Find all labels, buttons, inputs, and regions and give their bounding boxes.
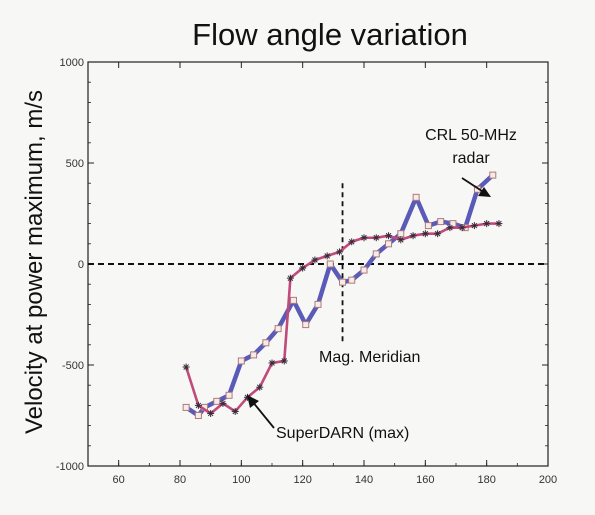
crl-arrow: [461, 177, 491, 197]
data-point-square: [262, 339, 270, 347]
x-tick-label: 140: [355, 474, 373, 486]
data-point-square: [348, 276, 356, 284]
data-point-square: [225, 391, 233, 399]
data-point-square: [339, 278, 347, 286]
y-tick-label: -1000: [56, 461, 84, 473]
data-point-square: [289, 296, 297, 304]
data-point-star: [311, 256, 319, 264]
data-point-star: [323, 252, 331, 260]
data-point-square: [274, 325, 282, 333]
data-point-star: [483, 220, 491, 228]
data-point-square: [237, 357, 245, 365]
data-point-star: [219, 399, 227, 407]
data-point-star: [280, 357, 288, 365]
data-point-star: [495, 220, 503, 228]
y-axis-label: Velocity at power maximum, m/s: [21, 90, 48, 434]
axis-ticks: 60 80 100 120 140 160 180 200 1000 500 0 -500 -1000: [56, 57, 557, 486]
data-point-star: [231, 407, 239, 415]
data-point-star: [194, 401, 202, 409]
data-point-star: [458, 224, 466, 232]
data-point-square: [326, 260, 334, 268]
data-point-square: [302, 321, 310, 329]
data-point-star: [385, 232, 393, 240]
data-point-star: [335, 248, 343, 256]
data-point-square: [194, 412, 202, 419]
data-point-star: [372, 234, 380, 242]
superdarn-arrow: [247, 395, 275, 429]
crl-label-line1: CRL 50-MHz: [425, 127, 517, 144]
data-point-star: [421, 230, 429, 238]
series-line: [184, 173, 495, 418]
data-point-star: [348, 238, 356, 246]
data-point-star: [470, 222, 478, 230]
data-point-star: [397, 236, 405, 244]
data-point-square: [213, 397, 221, 405]
y-tick-label: -500: [62, 360, 84, 372]
data-point-square: [449, 220, 457, 228]
x-tick-label: 160: [416, 474, 434, 486]
data-point-square: [385, 240, 393, 248]
data-point-star: [182, 363, 190, 371]
chart-title: Flow angle variation: [192, 17, 468, 52]
data-point-star: [446, 224, 454, 232]
data-point-square: [412, 193, 420, 201]
x-tick-label: 180: [477, 474, 495, 486]
data-point-square: [250, 351, 258, 359]
x-tick-label: 120: [293, 474, 311, 486]
x-tick-label: 200: [539, 474, 557, 486]
x-tick-label: 60: [113, 474, 125, 486]
data-point-square: [424, 222, 432, 230]
crl-label-line2: radar: [452, 150, 490, 167]
x-tick-label: 100: [232, 474, 250, 486]
data-point-star: [434, 230, 442, 238]
reference-lines: [88, 183, 548, 345]
series-superdarn: [182, 220, 503, 417]
data-point-square: [397, 230, 405, 238]
y-tick-label: 0: [78, 259, 84, 271]
series-layer: [182, 171, 503, 419]
superdarn-label: SuperDARN (max): [276, 425, 409, 442]
series-crl: [182, 171, 497, 419]
y-tick-label: 500: [66, 158, 84, 170]
data-point-star: [360, 234, 368, 242]
data-point-star: [268, 359, 276, 367]
data-point-square: [360, 266, 368, 274]
data-point-star: [409, 232, 417, 240]
meridian-label: Mag. Meridian: [319, 349, 420, 366]
data-point-square: [437, 218, 445, 226]
data-point-star: [256, 383, 264, 391]
data-point-star: [299, 264, 307, 272]
data-point-square: [489, 171, 497, 179]
data-point-star: [286, 274, 294, 282]
x-tick-label: 80: [174, 474, 186, 486]
data-point-square: [314, 300, 322, 308]
data-point-square: [182, 403, 190, 411]
data-point-star: [207, 409, 215, 417]
data-point-square: [372, 250, 380, 258]
y-tick-label: 1000: [60, 57, 84, 69]
